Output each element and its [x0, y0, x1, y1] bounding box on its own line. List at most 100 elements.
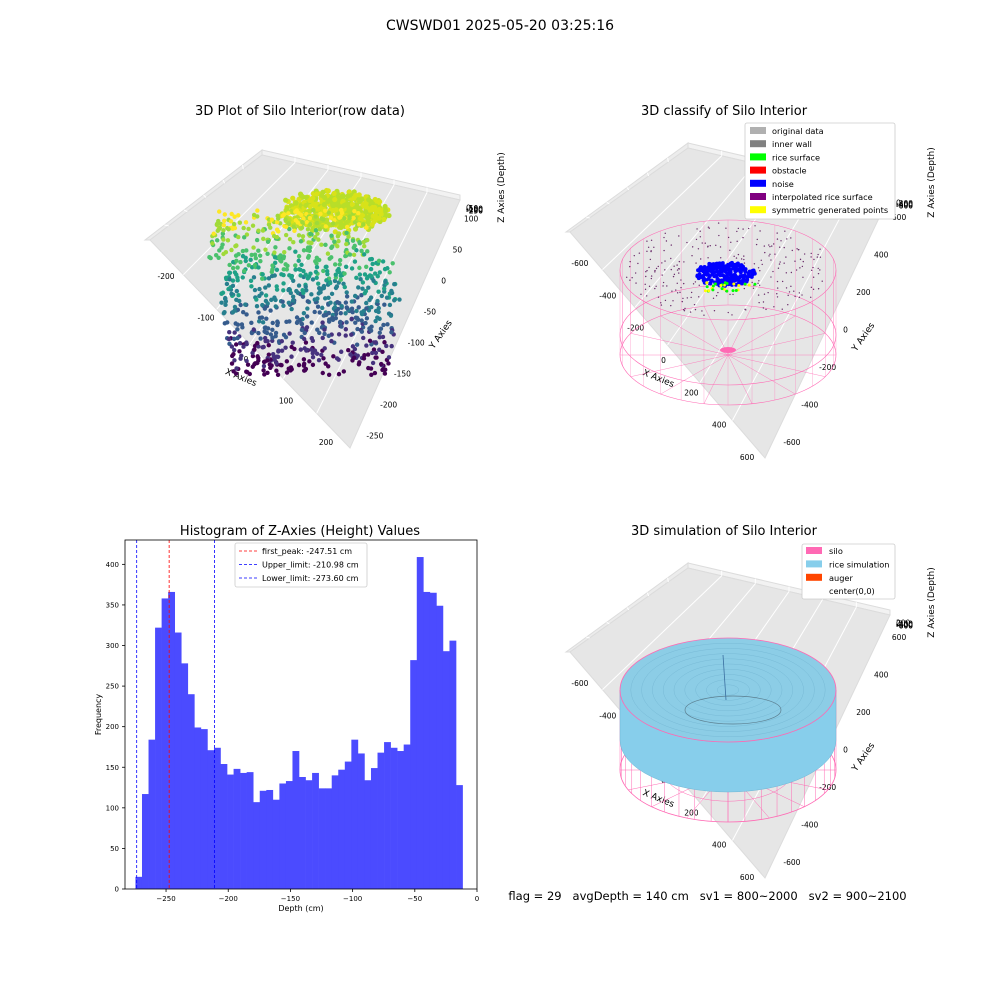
p3-hist-bar [351, 739, 359, 889]
p1-point [229, 291, 234, 297]
p1-point [359, 318, 364, 323]
p1-point [318, 211, 323, 217]
p1-point [380, 349, 385, 355]
p2-surface-point [720, 287, 724, 291]
p1-point [329, 338, 334, 344]
p1-point [376, 258, 382, 264]
p2-ytick-label: 200 [856, 288, 871, 297]
p1-point [384, 295, 390, 300]
p1-point [299, 225, 305, 230]
p3-hist-bar [429, 592, 437, 889]
p3-xaxis-label: Depth (cm) [278, 904, 323, 913]
p2-grid-dot [762, 307, 765, 309]
p1-point [373, 318, 378, 324]
p1-point [238, 302, 243, 308]
p1-point [296, 258, 301, 263]
p1-point [372, 271, 378, 276]
p1-point [329, 233, 334, 238]
p1-point [266, 222, 272, 227]
p1-point [323, 208, 328, 213]
p4-rice-mesh-ring [717, 684, 739, 696]
p1-point [258, 258, 263, 264]
p1-point [299, 327, 305, 333]
p1-point [383, 279, 388, 285]
p2-grid-dot [715, 295, 718, 297]
p2-grid-dot [771, 245, 773, 247]
p2-grid-dot [675, 289, 677, 291]
p2-floor-spoke [630, 354, 729, 377]
p1-point [243, 302, 248, 307]
p4-ytick-label: -600 [783, 858, 800, 867]
p2-surface-point [705, 285, 709, 289]
p1-point [229, 247, 234, 253]
p1-point [386, 355, 392, 360]
p2-grid-dot [715, 244, 717, 247]
p1-point [279, 338, 285, 344]
p1-point [344, 238, 350, 243]
p2-grid-dot [770, 276, 772, 278]
p1-point [248, 257, 253, 263]
p1-point [341, 369, 347, 374]
p1-point [327, 280, 333, 286]
p1-ztick-label: -200 [466, 206, 483, 215]
p1-point [243, 258, 248, 264]
p3-legend-box [234, 542, 368, 588]
p1-point [231, 221, 237, 227]
p3-legend-label: first_peak: -247.51 cm [262, 547, 352, 556]
p4-ztick-label: 0 [896, 619, 901, 628]
p1-yaxis-label: Y Axies [427, 318, 455, 351]
p2-grid-dot [681, 300, 683, 303]
p1-point [389, 330, 394, 335]
plot2-title: 3D classify of Silo Interior [640, 104, 808, 119]
p1-point [370, 350, 375, 356]
p1-point [280, 299, 285, 304]
p1-point [333, 308, 339, 314]
p1-point [211, 231, 216, 236]
p2-surface-point [713, 282, 717, 286]
p1-point [252, 262, 258, 268]
p1-point [229, 344, 235, 349]
p1-point [332, 305, 338, 310]
p1-point [316, 237, 321, 242]
p1-point [281, 288, 286, 293]
p3-yaxis-label: Frequency [94, 694, 103, 736]
p2-grid-dot [776, 287, 779, 289]
p2-grid-dot [787, 304, 789, 306]
p1-point [241, 310, 246, 315]
p2-surface-point [719, 284, 723, 288]
p2-grid-dot [754, 225, 756, 227]
p2-grid-dot [678, 260, 681, 263]
p1-point [376, 305, 381, 311]
p2-grid-dot [680, 279, 682, 281]
p3-hist-bar [259, 790, 267, 889]
p1-point [305, 299, 310, 304]
p4-ztick-label: -400 [896, 620, 913, 629]
p1-point [373, 355, 378, 360]
p1-point [374, 209, 380, 215]
p1-point [251, 245, 256, 250]
p1-point [303, 366, 309, 372]
p1-zaxis-label: Z Axies (Depth) [497, 152, 507, 223]
p1-point [256, 248, 261, 253]
p2-grid-dot [673, 273, 676, 276]
p1-point [322, 312, 327, 318]
p3-hist-bar [331, 775, 339, 889]
p1-point [252, 252, 258, 257]
p2-grid-dot [762, 301, 765, 303]
p2-ztick-label: -400 [896, 200, 913, 209]
p2-grid-dot [654, 271, 656, 273]
p2-grid-dot [803, 253, 806, 255]
p2-grid-dot [757, 267, 760, 269]
p1-ytick-label: 0 [441, 277, 446, 286]
p1-point [304, 288, 309, 293]
p1-point [250, 364, 255, 369]
p2-grid-dot [663, 249, 665, 252]
p1-point [313, 259, 318, 264]
p1-point [369, 274, 374, 279]
p2-grid-line [606, 201, 610, 205]
p1-point [275, 216, 281, 221]
p1-point [289, 354, 294, 359]
p2-surface-point [732, 282, 736, 286]
p2-grid-dot [637, 262, 639, 265]
